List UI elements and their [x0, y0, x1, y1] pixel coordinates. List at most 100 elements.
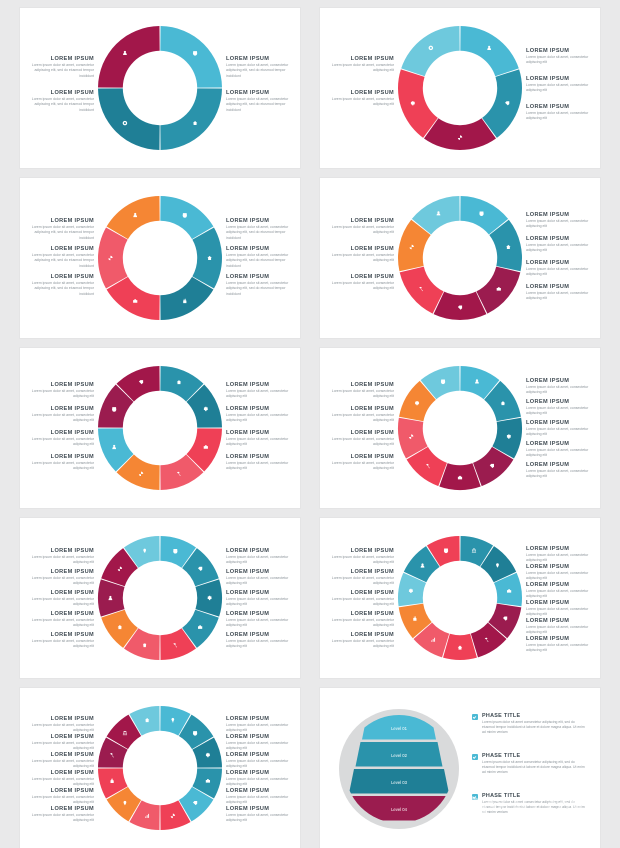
donut-label-title: LOREM IPSUM — [226, 406, 270, 412]
donut-chart — [98, 706, 222, 830]
donut-segment[interactable] — [411, 196, 460, 235]
donut-label-body: Lorem ipsum dolor sit amet, consectetur … — [226, 617, 289, 627]
pyramid-level[interactable] — [355, 742, 443, 767]
donut-label-body: Lorem ipsum dolor sit amet, consectetur … — [226, 413, 289, 423]
donut-segment[interactable] — [401, 26, 460, 77]
donut-segment[interactable] — [97, 579, 125, 617]
donut-segment[interactable] — [482, 69, 522, 138]
donut-segment[interactable] — [492, 417, 522, 459]
donut-label-title: LOREM IPSUM — [350, 406, 394, 412]
donut-segment[interactable] — [192, 768, 222, 799]
donut-label-title: LOREM IPSUM — [526, 284, 570, 290]
gear-icon — [408, 588, 414, 594]
donut-segment[interactable] — [484, 380, 521, 422]
donut-segment[interactable] — [160, 628, 197, 660]
phase-check-icon[interactable] — [472, 714, 478, 720]
donut-segment[interactable] — [460, 536, 494, 567]
life-ring-icon — [428, 45, 434, 51]
donut-segment[interactable] — [192, 227, 222, 289]
donut-segment[interactable] — [186, 384, 222, 428]
donut-segment[interactable] — [116, 454, 160, 490]
donut-segment[interactable] — [160, 454, 204, 490]
donut-segment[interactable] — [192, 737, 222, 768]
donut-segment[interactable] — [399, 266, 444, 314]
donut-segment[interactable] — [98, 768, 128, 799]
donut-segment[interactable] — [460, 26, 519, 77]
donut-segment[interactable] — [129, 706, 160, 736]
donut-label-body: Lorem ipsum dolor sit amet, consectetur … — [331, 281, 394, 291]
donut-segment[interactable] — [106, 196, 160, 240]
donut-label-left: LOREM IPSUM Lorem ipsum dolor sit amet, c… — [330, 382, 394, 400]
donut-segment[interactable] — [160, 196, 214, 240]
donut-segment[interactable] — [98, 227, 128, 289]
money-bag-icon — [192, 731, 198, 736]
donut-segment[interactable] — [116, 366, 160, 402]
donut-segment[interactable] — [98, 428, 134, 472]
donut-label-title: LOREM IPSUM — [226, 56, 270, 62]
donut-label-title: LOREM IPSUM — [50, 788, 94, 794]
donut-segment[interactable] — [398, 603, 432, 639]
donut-segment[interactable] — [123, 628, 160, 660]
donut-segment[interactable] — [398, 417, 428, 459]
donut-segment[interactable] — [488, 603, 522, 639]
donut-segment[interactable] — [160, 366, 204, 402]
donut-segment[interactable] — [493, 572, 522, 607]
hammer-icon — [419, 286, 423, 292]
donut-segment[interactable] — [98, 737, 128, 768]
donut-segment[interactable] — [420, 366, 460, 400]
donut-segment[interactable] — [398, 219, 431, 272]
donut-label-title: LOREM IPSUM — [50, 589, 94, 596]
donut-segment[interactable] — [426, 536, 460, 567]
donut-label-left: LOREM IPSUM Lorem ipsum dolor sit amet, c… — [330, 590, 394, 608]
pyramid-level[interactable] — [343, 796, 456, 821]
donut-label-title: LOREM IPSUM — [50, 218, 94, 224]
donut-segment[interactable] — [460, 366, 500, 400]
donut-segment[interactable] — [106, 276, 160, 320]
donut-segment[interactable] — [106, 786, 142, 822]
donut-segment[interactable] — [398, 69, 438, 138]
donut-wrapper — [398, 536, 522, 660]
donut-label-body: Lorem ipsum dolor sit amet, consectetur … — [526, 426, 589, 436]
donut-segment[interactable] — [160, 276, 214, 320]
donut-label-left: LOREM IPSUM Lorem ipsum dolor sit amet, c… — [30, 752, 94, 770]
money-bag-icon — [182, 213, 187, 218]
donut-label-left: LOREM IPSUM Lorem ipsum dolor sit amet, c… — [30, 454, 94, 472]
phase-check-icon[interactable] — [472, 754, 478, 760]
donut-segment[interactable] — [123, 536, 160, 568]
donut-segment[interactable] — [413, 622, 450, 658]
donut-segment[interactable] — [406, 446, 447, 487]
pie-chart-icon — [108, 255, 113, 261]
donut-label-body: Lorem ipsum dolor sit amet, consectetur … — [31, 617, 94, 627]
donut-segment[interactable] — [186, 428, 222, 472]
donut-label-right: LOREM IPSUM Lorem ipsum dolor sit amet, c… — [226, 246, 290, 269]
donut-segment[interactable] — [98, 384, 134, 428]
donut-label-title: LOREM IPSUM — [526, 618, 570, 624]
card-9: LOREM IPSUM Lorem ipsum dolor sit amet, c… — [20, 688, 300, 848]
donut-segment[interactable] — [470, 622, 507, 658]
donut-segment[interactable] — [98, 26, 160, 88]
donut-label-body: Lorem ipsum dolor sit amet, consectetur … — [226, 741, 289, 751]
donut-segment[interactable] — [160, 26, 222, 88]
pyramid-level[interactable] — [349, 769, 449, 794]
donut-segment[interactable] — [460, 196, 509, 235]
donut-segment[interactable] — [489, 219, 522, 272]
donut-segment[interactable] — [129, 800, 160, 830]
donut-label-body: Lorem ipsum dolor sit amet, consectetur … — [31, 281, 94, 296]
donut-label-title: LOREM IPSUM — [526, 636, 570, 642]
donut-segment[interactable] — [160, 706, 191, 736]
pyramid-level[interactable] — [362, 715, 436, 740]
donut-segment[interactable] — [160, 88, 222, 150]
donut-label-title: LOREM IPSUM — [50, 430, 94, 436]
donut-segment[interactable] — [160, 800, 191, 830]
donut-segment[interactable] — [98, 88, 160, 150]
donut-label-right: LOREM IPSUM Lorem ipsum dolor sit amet, c… — [526, 420, 590, 438]
donut-label-left: LOREM IPSUM Lorem ipsum dolor sit amet, c… — [330, 548, 394, 566]
donut-segment[interactable] — [101, 548, 138, 587]
donut-label-body: Lorem ipsum dolor sit amet, consectetur … — [526, 267, 589, 277]
donut-label-title: LOREM IPSUM — [226, 806, 270, 812]
donut-segment[interactable] — [160, 536, 197, 568]
donut-segment[interactable] — [423, 118, 497, 150]
life-ring-icon — [122, 120, 128, 126]
donut-wrapper — [398, 26, 522, 150]
home-icon — [457, 645, 463, 650]
